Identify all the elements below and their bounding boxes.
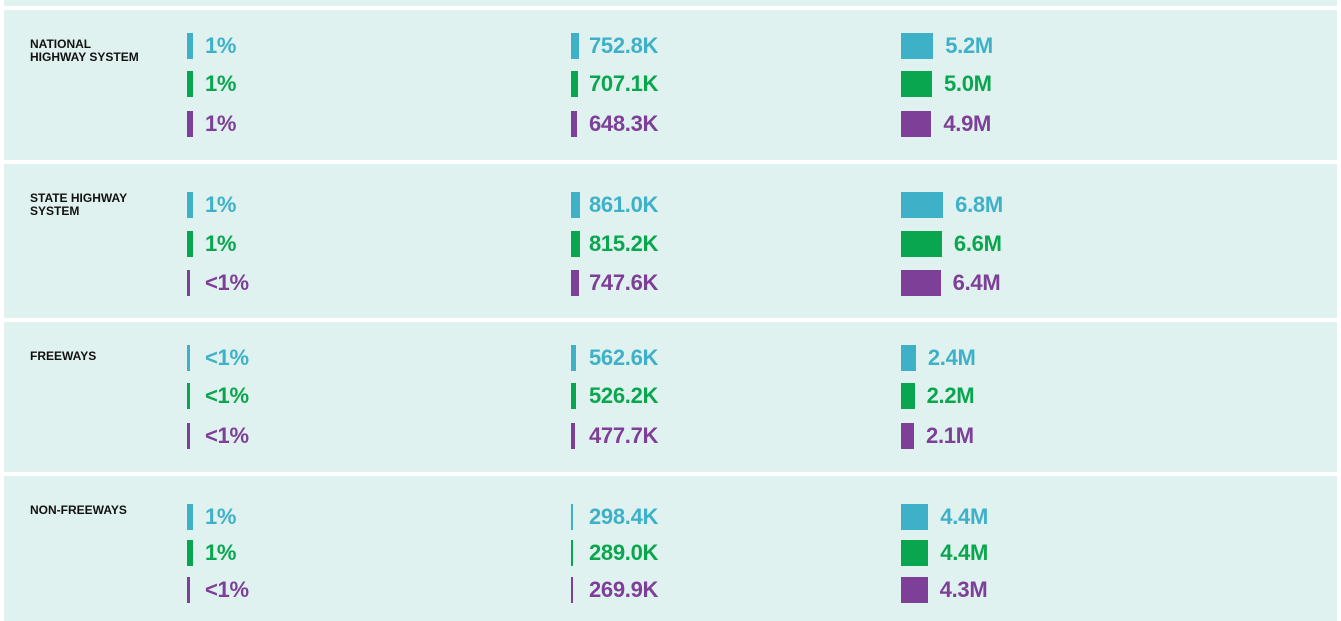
value-label: 707.1K (589, 71, 659, 96)
value-label: 2.1M (926, 423, 974, 448)
value-label: 648.3K (589, 111, 659, 136)
value-label: 298.4K (589, 504, 659, 529)
value-label: 2.2M (926, 383, 975, 408)
value-label: 6.6M (953, 231, 1002, 256)
bar (187, 192, 193, 218)
value-label: 4.3M (939, 577, 988, 602)
value-label: <1% (205, 270, 249, 295)
bar (187, 540, 193, 566)
bar (571, 111, 578, 137)
bar (901, 33, 934, 59)
value-label: 6.4M (952, 270, 1001, 295)
value-label: <1% (205, 423, 249, 448)
row-label: NATIONAL HIGHWAY SYSTEM (30, 37, 139, 64)
bar (187, 504, 193, 530)
value-label: 526.2K (589, 383, 659, 408)
bar (571, 71, 579, 97)
value-label: 1% (205, 192, 237, 217)
bar (187, 270, 190, 296)
bar (901, 383, 915, 409)
value-label: 5.2M (945, 33, 993, 58)
value-label: 861.0K (589, 192, 659, 217)
bar (901, 423, 915, 449)
bar (571, 577, 573, 603)
bar (571, 270, 579, 296)
value-label: 6.8M (955, 192, 1003, 217)
bar (571, 504, 573, 530)
top-strip (4, 0, 1337, 6)
bar (187, 71, 193, 97)
value-label: 562.6K (589, 345, 659, 370)
bar (901, 345, 916, 371)
value-label: 289.0K (589, 540, 659, 565)
bar (571, 423, 575, 449)
value-label: 747.6K (589, 270, 659, 295)
bar (187, 423, 190, 449)
bar (901, 71, 932, 97)
row-band (4, 164, 1337, 318)
value-label: 1% (205, 504, 237, 529)
value-label: 4.4M (940, 540, 988, 565)
bar (571, 33, 579, 59)
bar (571, 540, 573, 566)
bar (571, 192, 581, 218)
bar (571, 231, 580, 257)
value-label: <1% (205, 577, 249, 602)
value-label: 2.4M (927, 345, 976, 370)
value-label: 1% (205, 33, 237, 58)
value-label: 269.9K (589, 577, 659, 602)
bar (901, 504, 929, 530)
bar (187, 33, 193, 59)
value-label: 1% (205, 111, 237, 136)
value-label: 815.2K (589, 231, 659, 256)
value-label: 1% (205, 540, 237, 565)
row-band (4, 10, 1337, 160)
row-label: STATE HIGHWAY SYSTEM (30, 191, 127, 218)
bar (187, 111, 193, 137)
row-label: NON-FREEWAYS (30, 503, 127, 517)
value-label: <1% (205, 383, 249, 408)
bar (187, 345, 190, 371)
bar (571, 383, 576, 409)
value-label: <1% (205, 345, 249, 370)
bar (901, 577, 928, 603)
bar (901, 540, 929, 566)
row-band (4, 322, 1337, 472)
value-label: 1% (205, 71, 237, 96)
row-band (4, 476, 1337, 621)
bar (901, 192, 944, 218)
value-label: 4.9M (943, 111, 992, 136)
value-label: 477.7K (589, 423, 659, 448)
value-label: 5.0M (944, 71, 992, 96)
value-label: 752.8K (589, 33, 659, 58)
value-label: 4.4M (940, 504, 988, 529)
bar (187, 383, 190, 409)
value-label: 1% (205, 231, 237, 256)
row-label: FREEWAYS (30, 349, 97, 363)
bar (901, 270, 941, 296)
bar (187, 231, 193, 257)
bar (901, 231, 942, 257)
bar (571, 345, 577, 371)
bar (901, 111, 932, 137)
bar (187, 577, 190, 603)
